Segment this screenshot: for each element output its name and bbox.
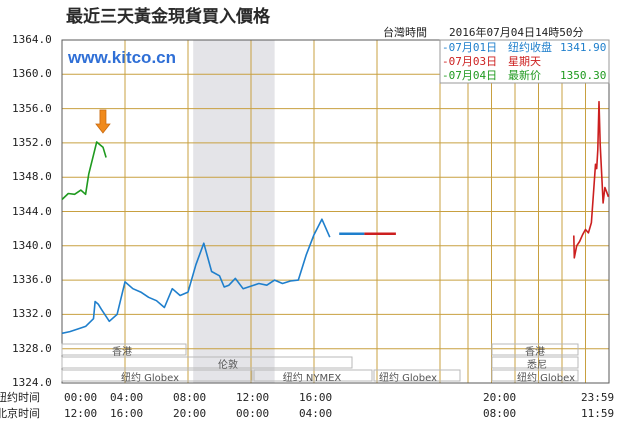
series-line-3 — [61, 141, 107, 201]
x-tick-label: 12:00 — [236, 391, 270, 404]
session-label: 纽约 NYMEX — [282, 373, 342, 384]
session-bar — [61, 356, 353, 369]
legend-date: -07月01日 — [442, 41, 498, 54]
x-tick-label: 11:59 — [581, 407, 615, 420]
legend-date: -07月03日 — [442, 55, 498, 68]
x-tick-label: 23:59 — [581, 391, 615, 404]
y-tick-label: 1336.0 — [12, 273, 52, 287]
session-label: 纽约 Globex — [516, 373, 576, 384]
legend-value: 1350.30 — [560, 69, 607, 82]
session-bar — [253, 369, 373, 382]
session-label: 香港 — [112, 347, 132, 358]
session-bar — [61, 369, 253, 382]
x-tick-label: 20:00 — [483, 391, 517, 404]
legend-entry: -07月04日 最新价 1350.30 — [442, 69, 611, 83]
x-tick-label: 00:00 — [236, 407, 270, 420]
x-tick-label: 08:00 — [173, 391, 207, 404]
down-arrow-icon — [95, 109, 111, 134]
session-bar — [491, 369, 579, 382]
x-tick-label: 00:00 — [64, 391, 98, 404]
y-tick-label: 1348.0 — [12, 170, 52, 184]
session-bar — [491, 343, 579, 356]
x-tick-label: 20:00 — [173, 407, 207, 420]
x-tick-label: 12:00 — [64, 407, 98, 420]
legend-box — [439, 39, 610, 84]
row2-label: 北京时间 — [0, 407, 40, 420]
series-line-1 — [61, 218, 331, 335]
session-label: 纽约 Globex — [120, 373, 180, 384]
y-tick-label: 1340.0 — [12, 238, 52, 252]
y-tick-label: 1332.0 — [12, 307, 52, 321]
x-tick-label: 08:00 — [483, 407, 517, 420]
y-tick-label: 1356.0 — [12, 101, 52, 115]
page-title: 最近三天黃金現貨買入價格 — [66, 7, 270, 27]
x-tick-label: 04:00 — [110, 391, 144, 404]
legend-value: 1341.90 — [560, 41, 607, 54]
timestamp-datetime: 2016年07月04日14時50分 — [449, 26, 584, 39]
y-tick-label: 1344.0 — [12, 204, 52, 218]
legend-date: -07月04日 — [442, 69, 498, 82]
session-label: 伦敦 — [218, 360, 238, 371]
session-bar — [373, 369, 461, 382]
y-tick-label: 1324.0 — [12, 376, 52, 389]
watermark: www.kitco.cn — [68, 48, 177, 67]
session-label: 纽约 Globex — [378, 373, 438, 384]
session-label: 悉尼 — [527, 360, 547, 371]
y-tick-label: 1360.0 — [12, 67, 52, 81]
session-bar — [61, 343, 187, 356]
plot-border — [61, 39, 610, 384]
legend-entry: -07月03日 星期天 — [442, 55, 611, 69]
y-tick-label: 1364.0 — [12, 33, 52, 46]
x-tick-label: 16:00 — [299, 391, 333, 404]
legend-entry: -07月01日 纽约收盘 1341.90 — [442, 41, 611, 55]
series-line-2 — [573, 100, 610, 259]
legend-label: 最新价 — [508, 69, 541, 82]
x-tick-label: 16:00 — [110, 407, 144, 420]
timestamp-zone: 台灣時間 — [383, 26, 427, 39]
x-tick-label: 04:00 — [299, 407, 333, 420]
legend-label: 纽约收盘 — [508, 41, 552, 54]
legend-label: 星期天 — [508, 55, 541, 68]
session-bar — [491, 356, 579, 369]
y-tick-label: 1328.0 — [12, 341, 52, 355]
session-label: 香港 — [525, 347, 545, 358]
y-tick-label: 1352.0 — [12, 135, 52, 149]
row1-label: 纽约时间 — [0, 391, 40, 404]
